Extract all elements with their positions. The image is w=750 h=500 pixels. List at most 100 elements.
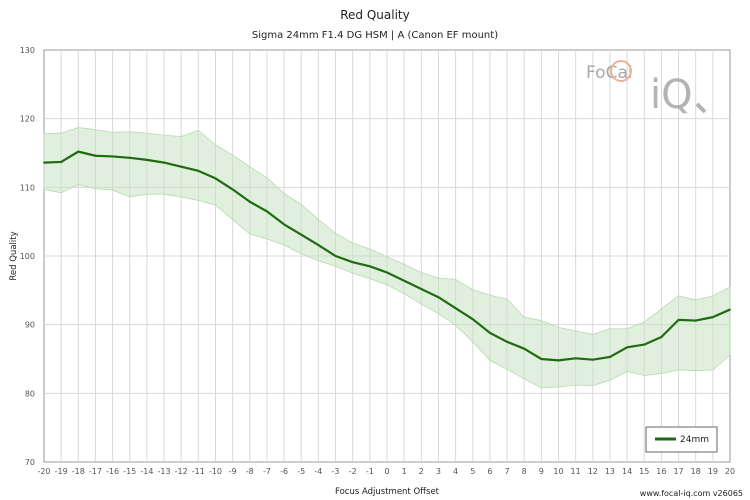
focal-iq-logo: FoCal iQ: [586, 60, 707, 118]
quality-range-band: [43, 127, 731, 389]
y-tick-label: 120: [20, 115, 35, 124]
data-point: [523, 347, 526, 350]
data-point: [489, 332, 491, 334]
x-tick-label: -20: [37, 467, 50, 476]
x-tick-label: -6: [280, 467, 288, 476]
data-point: [609, 356, 611, 358]
data-point: [43, 161, 45, 164]
x-tick-label: 13: [605, 467, 615, 476]
logo-text-top: FoCal: [586, 63, 633, 83]
x-tick-label: 11: [571, 467, 581, 476]
data-point: [283, 223, 285, 226]
x-tick-label: -4: [314, 467, 322, 476]
data-point: [146, 158, 148, 161]
data-point: [420, 288, 423, 290]
y-tick-label: 100: [20, 252, 35, 261]
data-point: [660, 336, 663, 338]
logo-ring-icon: [610, 60, 632, 82]
x-tick-label: 20: [725, 467, 735, 476]
data-point: [506, 340, 508, 343]
x-tick-label: 7: [505, 467, 510, 476]
x-tick-label: -1: [366, 467, 374, 476]
x-tick-label: 12: [588, 467, 598, 476]
legend-entry-24mm: 24mm: [680, 435, 709, 445]
x-tick-label: -2: [349, 467, 357, 476]
y-tick-label: 110: [20, 183, 35, 192]
data-point: [94, 154, 97, 157]
data-point: [403, 279, 406, 282]
grid: [44, 50, 730, 462]
data-point: [77, 150, 80, 153]
data-point: [317, 244, 320, 246]
y-tick-label: 80: [25, 389, 35, 398]
data-point: [677, 318, 680, 321]
x-tick-label: -10: [209, 467, 222, 476]
y-tick-label: 130: [20, 46, 35, 55]
data-point: [437, 296, 440, 299]
data-point: [60, 161, 63, 163]
data-point: [711, 316, 714, 319]
data-point: [111, 155, 114, 158]
x-tick-label: 14: [622, 467, 632, 476]
x-tick-label: -19: [55, 467, 68, 476]
logo-magnifier-icon: [695, 102, 707, 114]
x-tick-label: 15: [639, 467, 649, 476]
y-tick-label: 90: [25, 321, 35, 330]
logo-text-bottom: iQ: [650, 72, 693, 118]
data-point: [180, 165, 183, 168]
data-point: [574, 357, 577, 360]
x-tick-label: -16: [106, 467, 119, 476]
x-tick-label: 9: [539, 467, 544, 476]
x-tick-label: 2: [419, 467, 424, 476]
y-tick-labels: 70 80 90 100 110 120 130: [20, 46, 35, 467]
x-tick-label: 1: [402, 467, 407, 476]
data-point: [540, 358, 543, 360]
chart-subtitle: Sigma 24mm F1.4 DG HSM | A (Canon EF mou…: [252, 30, 498, 41]
data-point: [266, 210, 268, 213]
data-point: [454, 307, 457, 310]
x-tick-label: -15: [123, 467, 136, 476]
x-tick-label: 10: [553, 467, 563, 476]
data-point: [471, 318, 474, 321]
x-tick-label: -9: [229, 467, 237, 476]
data-point: [591, 358, 594, 361]
x-tick-labels: -20 -19 -18 -17 -16 -15 -14 -13 -12 -11 -10 -9 -8 -7-…: [37, 467, 735, 476]
x-tick-label: -11: [192, 467, 205, 476]
x-tick-label: 6: [487, 467, 492, 476]
data-point: [557, 359, 560, 362]
x-tick-label: -13: [158, 467, 171, 476]
legend: 24mm: [645, 426, 718, 453]
x-axis-label: Focus Adjustment Offset: [335, 487, 440, 497]
band-24mm: [43, 127, 731, 389]
data-point: [626, 346, 628, 349]
data-point: [163, 161, 165, 164]
x-tick-label: 3: [436, 467, 441, 476]
y-axis-label: Red Quality: [9, 231, 19, 280]
data-point: [643, 343, 646, 346]
x-tick-label: 4: [453, 467, 458, 476]
data-point: [334, 255, 337, 257]
data-point: [351, 261, 354, 264]
data-point: [231, 188, 234, 191]
y-tick-label: 70: [25, 458, 35, 467]
x-tick-label: -18: [72, 467, 85, 476]
x-tick-label: 19: [708, 467, 718, 476]
data-point: [128, 156, 131, 159]
x-tick-label: -14: [140, 467, 153, 476]
x-tick-label: -12: [175, 467, 188, 476]
credit-text: www.focal-iq.com v26065: [640, 489, 743, 498]
data-point: [694, 319, 697, 322]
x-tick-label: 18: [691, 467, 701, 476]
data-point: [368, 265, 371, 268]
data-point: [248, 200, 251, 203]
data-point: [386, 271, 388, 274]
x-tick-label: 5: [470, 467, 475, 476]
data-point: [729, 308, 731, 311]
x-tick-label: 0: [384, 467, 389, 476]
x-tick-label: 16: [656, 467, 666, 476]
x-tick-label: -7: [263, 467, 271, 476]
x-tick-label: -5: [297, 467, 305, 476]
data-point: [300, 233, 303, 236]
series-lines: [43, 150, 731, 362]
